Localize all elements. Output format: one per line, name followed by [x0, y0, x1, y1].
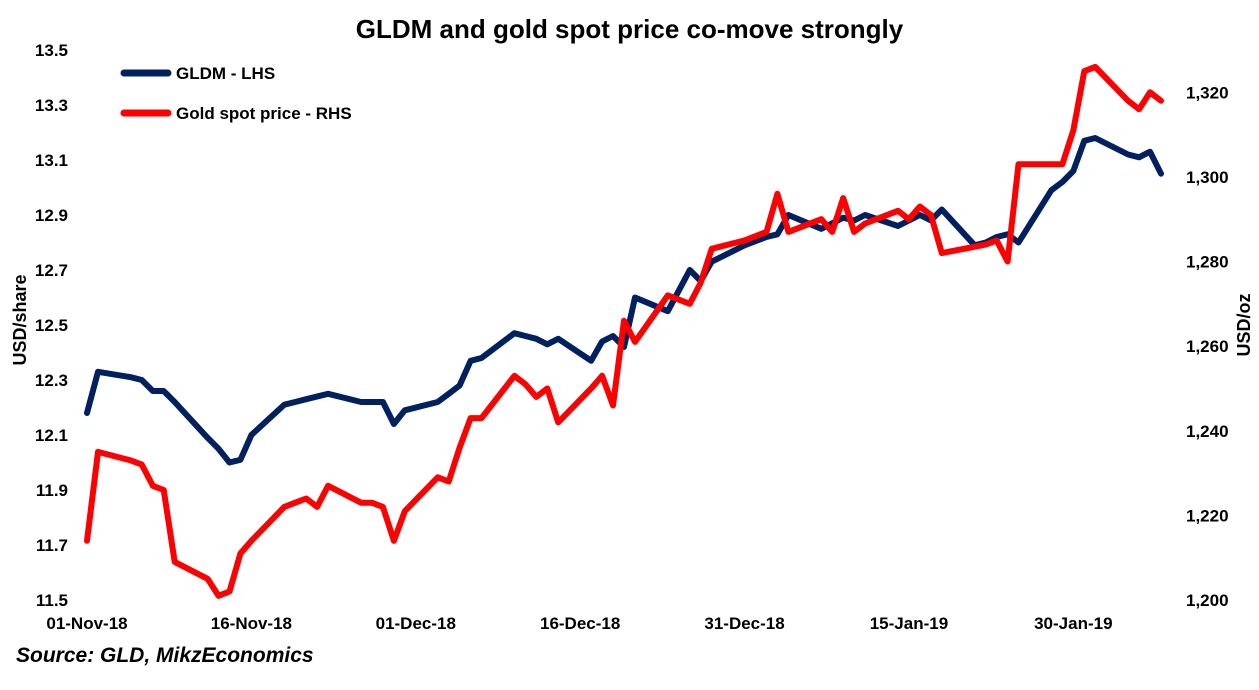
left-tick-label-2: 11.9 — [36, 481, 68, 500]
left-tick-label-8: 13.1 — [35, 151, 68, 170]
right-axis-ticks: 1,200 1,220 1,240 1,260 1,280 1,300 1,320 — [1186, 83, 1229, 610]
right-tick-label-5: 1,300 — [1186, 168, 1229, 187]
left-tick-label-6: 12.7 — [35, 261, 68, 280]
series-line-0 — [84, 135, 1164, 466]
left-tick-label-3: 12.1 — [35, 426, 68, 445]
right-tick-label-3: 1,260 — [1186, 337, 1229, 356]
source-note: Source: GLD, MikzEconomics — [16, 644, 314, 667]
series-lines — [84, 63, 1164, 599]
right-axis-label: USD/oz — [1234, 294, 1254, 357]
chart-title: GLDM and gold spot price co-move strongl… — [355, 14, 904, 44]
left-tick-label-7: 12.9 — [35, 206, 68, 225]
x-tick-label-0: 01-Nov-18 — [46, 614, 127, 633]
left-axis-ticks: 11.5 11.7 11.9 12.1 12.3 12.5 12.7 12.9 13.1 13.3… — [35, 41, 68, 610]
x-tick-label-4: 31-Dec-18 — [704, 614, 784, 633]
left-axis-label: USD/share — [10, 274, 30, 365]
left-tick-label-0: 11.5 — [36, 591, 68, 610]
right-tick-label-6: 1,320 — [1186, 83, 1229, 102]
left-tick-label-10: 13.5 — [35, 41, 68, 60]
x-tick-label-3: 16-Dec-18 — [540, 614, 620, 633]
series-line-1 — [84, 63, 1164, 599]
x-tick-label-2: 01-Dec-18 — [376, 614, 456, 633]
right-tick-label-2: 1,240 — [1186, 422, 1229, 441]
right-tick-label-1: 1,220 — [1186, 506, 1229, 525]
left-tick-label-9: 13.3 — [35, 96, 68, 115]
x-axis-ticks: 01-Nov-18 16-Nov-18 01-Dec-18 16-Dec-18 31-D… — [46, 614, 1112, 633]
legend-label-gold-spot: Gold spot price - RHS — [176, 104, 352, 123]
left-tick-label-5: 12.5 — [35, 316, 68, 335]
left-tick-label-1: 11.7 — [36, 536, 68, 555]
x-tick-label-1: 16-Nov-18 — [211, 614, 292, 633]
legend-label-gldm: GLDM - LHS — [176, 64, 275, 83]
left-tick-label-4: 12.3 — [35, 371, 68, 390]
right-tick-label-0: 1,200 — [1186, 591, 1229, 610]
x-tick-label-5: 15-Jan-19 — [870, 614, 948, 633]
right-tick-label-4: 1,280 — [1186, 253, 1229, 272]
x-tick-label-6: 30-Jan-19 — [1034, 614, 1112, 633]
legend: GLDM - LHS Gold spot price - RHS — [120, 64, 352, 123]
